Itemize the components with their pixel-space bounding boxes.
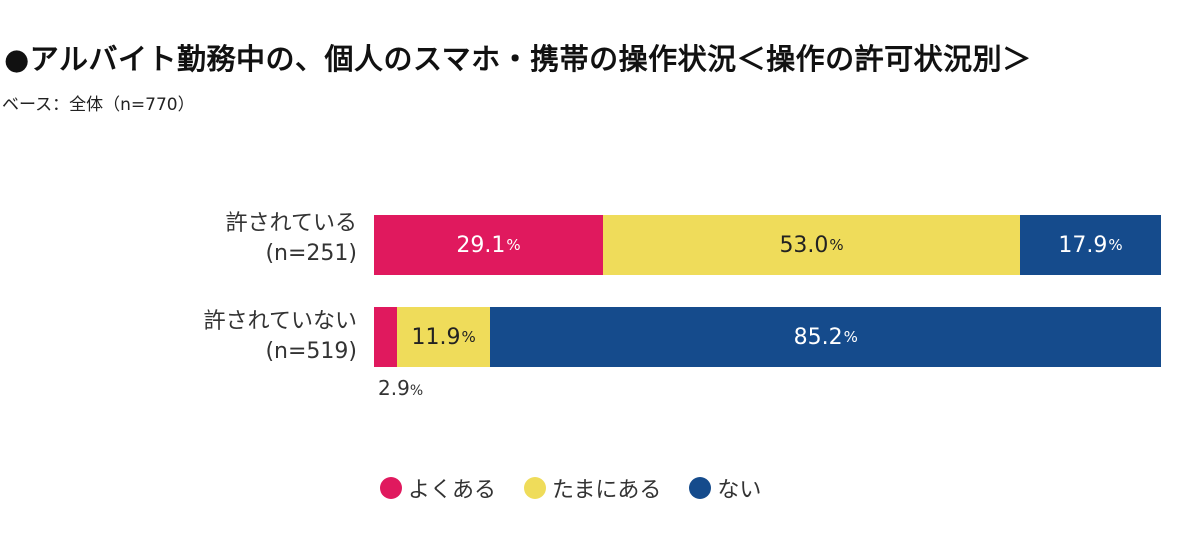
row-label-name: 許されていない [203,309,357,334]
bar-segment-never-not-permitted [490,307,1161,367]
data-label-never-permitted: 17.9% [1020,215,1161,275]
row-label-permitted: 許されている (n=251) [226,209,357,269]
percent-sign: % [461,328,476,346]
bar-row-permitted: 29.1% 53.0% 17.9% [374,215,1161,275]
legend-item-never: ない [689,472,761,504]
row-label-name: 許されている [225,211,357,236]
legend-item-often: よくある [380,472,496,504]
data-label-value: 53.0 [779,232,829,258]
bar-segment-often-permitted [374,215,604,275]
row-label-n: (n=251) [265,241,357,266]
bar-segment-sometimes-not-permitted [396,307,491,367]
chart-title: ●アルバイト勤務中の、個人のスマホ・携帯の操作状況＜操作の許可状況別＞ [4,42,1032,76]
percent-sign: % [409,383,424,399]
data-label-never-not-permitted: 85.2% [490,307,1161,367]
legend-swatch-sometimes [524,477,547,499]
row-label-n: (n=519) [265,339,357,364]
bar-segment-never-permitted [1020,215,1161,275]
legend-label: ない [717,478,762,503]
data-label-value: 11.9 [411,324,461,350]
legend-item-sometimes: たまにある [524,472,661,504]
chart-subtitle: ベース：全体（n=770） [2,95,195,115]
legend-label: たまにある [552,478,662,503]
legend-swatch-never [689,477,712,499]
data-label-value: 2.9 [378,376,410,400]
bar-segment-often-not-permitted [374,307,397,367]
legend: よくある たまにある ない [380,472,761,504]
data-label-value: 29.1 [456,232,506,258]
legend-label: よくある [408,478,497,503]
percent-sign: % [843,328,858,346]
percent-sign: % [829,236,844,254]
data-label-sometimes-permitted: 53.0% [603,215,1020,275]
percent-sign: % [1108,236,1123,254]
data-label-often-permitted: 29.1% [374,215,603,275]
percent-sign: % [506,236,521,254]
legend-swatch-often [380,477,402,499]
data-label-value: 85.2 [793,324,843,350]
row-label-not-permitted: 許されていない (n=519) [204,307,357,367]
data-label-sometimes-not-permitted: 11.9% [397,307,491,367]
data-label-often-not-permitted: 2.9% [378,376,423,400]
bar-row-not-permitted: 11.9% 85.2% [374,307,1161,367]
bar-segment-sometimes-permitted [603,215,1021,275]
data-label-value: 17.9 [1058,232,1108,258]
